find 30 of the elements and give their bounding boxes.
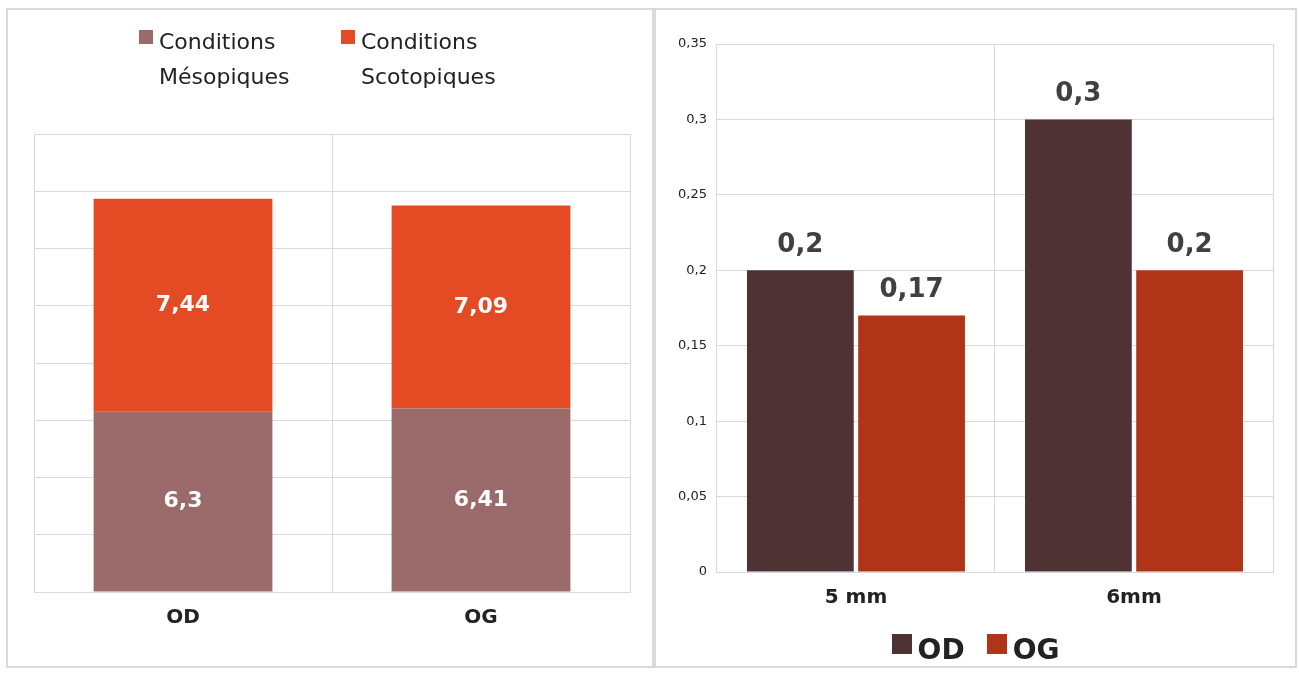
y-tick-label: 0: [698, 563, 707, 579]
bar: [1025, 119, 1132, 572]
x-tick-label: 5 mm: [824, 584, 888, 609]
data-label: 0,17: [879, 273, 944, 304]
bar: [391, 408, 571, 592]
data-label: 0,2: [777, 228, 824, 259]
legend-label: Conditions Scotopiques: [361, 28, 497, 92]
y-tick-label: 0,35: [677, 35, 707, 51]
data-label: 7,44: [155, 291, 211, 317]
legend-label: OG: [1012, 632, 1060, 668]
y-tick-label: 0,25: [677, 186, 707, 202]
legend-label: Conditions Mésopiques: [159, 28, 291, 92]
data-label: 0,3: [1055, 77, 1102, 108]
bar: [1136, 270, 1243, 572]
bar: [391, 205, 571, 409]
data-label: 6,41: [453, 486, 509, 512]
y-tick-label: 0,15: [677, 337, 707, 353]
x-tick-label: 6mm: [1106, 584, 1162, 609]
y-tick-label: 0,2: [686, 261, 707, 277]
legend-label: OD: [917, 632, 965, 668]
data-label: 7,09: [453, 293, 509, 319]
bar: [93, 412, 273, 592]
bar: [858, 315, 965, 572]
bar: [93, 199, 273, 413]
y-tick-label: 0,3: [686, 110, 707, 126]
data-label: 6,3: [163, 487, 203, 513]
y-tick-label: 0,05: [677, 487, 707, 503]
data-label: 0,2: [1166, 228, 1213, 259]
bar: [746, 270, 854, 572]
y-tick-label: 0,1: [686, 412, 707, 428]
